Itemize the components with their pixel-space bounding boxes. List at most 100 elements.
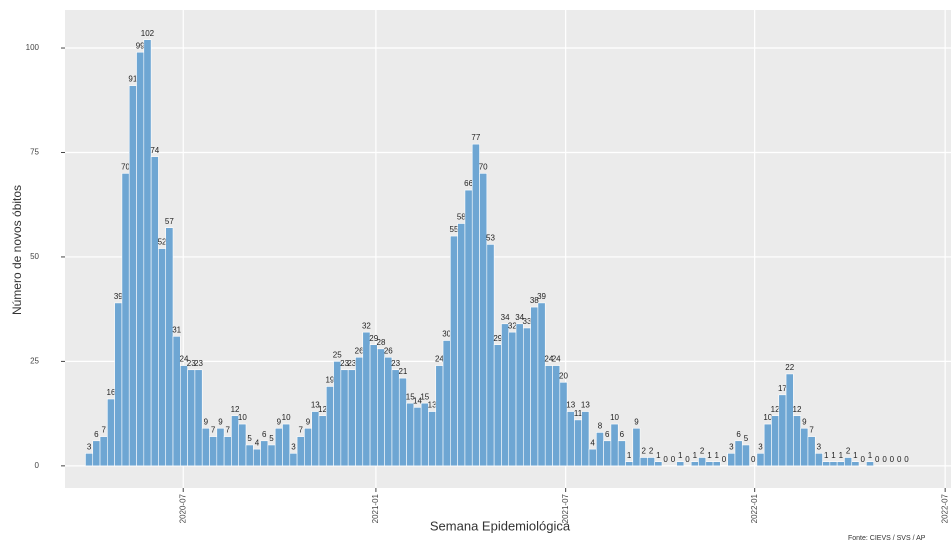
bar xyxy=(537,302,546,467)
value-label: 3 xyxy=(817,442,822,451)
value-label: 29 xyxy=(369,334,378,343)
bar xyxy=(165,227,174,467)
bar xyxy=(216,427,225,467)
value-label: 24 xyxy=(544,355,553,364)
bar xyxy=(282,423,291,467)
bar xyxy=(851,461,860,467)
value-label: 12 xyxy=(318,405,327,414)
bar xyxy=(486,244,495,467)
bar xyxy=(289,453,298,467)
bar xyxy=(647,457,655,467)
bar xyxy=(807,436,816,467)
bar xyxy=(596,432,604,467)
value-label: 16 xyxy=(107,388,116,397)
bar xyxy=(333,361,342,467)
bar xyxy=(355,356,364,467)
value-label: 5 xyxy=(269,434,274,443)
bar xyxy=(734,440,743,467)
value-label: 2 xyxy=(700,447,705,456)
value-label: 0 xyxy=(860,455,865,464)
bar xyxy=(114,302,123,467)
value-label: 0 xyxy=(897,455,902,464)
value-label: 57 xyxy=(165,217,174,226)
bar xyxy=(223,436,232,467)
bar xyxy=(588,448,597,467)
bar xyxy=(603,440,612,467)
bar xyxy=(194,369,203,467)
bar xyxy=(347,369,356,467)
bar xyxy=(756,453,765,467)
bar xyxy=(238,423,247,467)
value-label: 2 xyxy=(846,447,851,456)
value-label: 5 xyxy=(744,434,749,443)
bar xyxy=(311,411,320,467)
bar xyxy=(252,448,261,467)
bar xyxy=(836,461,845,467)
value-label: 34 xyxy=(515,313,524,322)
value-label: 0 xyxy=(663,455,668,464)
bar xyxy=(99,436,108,467)
value-label: 7 xyxy=(809,426,814,435)
bar xyxy=(829,461,838,467)
bar xyxy=(822,461,831,467)
value-label: 0 xyxy=(671,455,676,464)
bar xyxy=(340,369,349,467)
value-label: 13 xyxy=(581,401,590,410)
value-label: 23 xyxy=(347,359,356,368)
value-label: 1 xyxy=(678,451,683,460)
bar xyxy=(559,381,568,467)
value-label: 6 xyxy=(620,430,625,439)
bar xyxy=(508,331,517,467)
value-label: 0 xyxy=(751,455,756,464)
bar xyxy=(705,461,714,467)
value-label: 10 xyxy=(610,413,619,422)
bar xyxy=(128,85,137,467)
x-tick-label: 2020-07 xyxy=(178,493,187,523)
y-tick-label: 50 xyxy=(30,252,39,261)
value-label: 8 xyxy=(598,422,603,431)
x-tick-label: 2021-07 xyxy=(561,493,570,523)
value-label: 70 xyxy=(479,162,488,171)
y-tick-label: 25 xyxy=(30,357,39,366)
bar xyxy=(384,356,393,467)
bar xyxy=(136,51,145,467)
value-label: 70 xyxy=(121,162,130,171)
bar xyxy=(143,39,152,467)
y-tick-label: 0 xyxy=(35,461,40,470)
value-label: 7 xyxy=(101,426,106,435)
value-label: 1 xyxy=(831,451,836,460)
bar xyxy=(442,340,451,467)
value-label: 1 xyxy=(693,451,698,460)
value-label: 13 xyxy=(311,401,320,410)
bar xyxy=(274,427,283,467)
bar xyxy=(785,373,794,467)
bar xyxy=(771,415,780,467)
bar xyxy=(574,419,583,467)
bar xyxy=(793,415,801,467)
value-label: 1 xyxy=(627,451,632,460)
value-label: 21 xyxy=(398,367,407,376)
value-label: 55 xyxy=(450,225,459,234)
bar xyxy=(800,427,809,467)
bar xyxy=(260,440,269,467)
value-label: 58 xyxy=(457,213,466,222)
bar xyxy=(639,457,648,467)
value-label: 9 xyxy=(802,417,807,426)
value-label: 99 xyxy=(136,41,145,50)
x-axis-title: Semana Epidemiológica xyxy=(430,518,571,533)
bar xyxy=(107,398,115,467)
bar xyxy=(406,402,415,467)
x-tick-label: 2022-01 xyxy=(750,493,759,523)
bar xyxy=(471,143,480,467)
value-label: 9 xyxy=(218,417,223,426)
bar xyxy=(530,306,539,467)
value-label: 25 xyxy=(333,351,342,360)
value-label: 14 xyxy=(413,396,422,405)
bar xyxy=(362,331,371,467)
bar xyxy=(187,369,196,467)
source-note: Fonte: CIEVS / SVS / AP xyxy=(848,535,926,542)
value-label: 0 xyxy=(904,455,909,464)
bar xyxy=(741,444,750,467)
y-axis-title: Número de novos óbitos xyxy=(10,185,24,315)
